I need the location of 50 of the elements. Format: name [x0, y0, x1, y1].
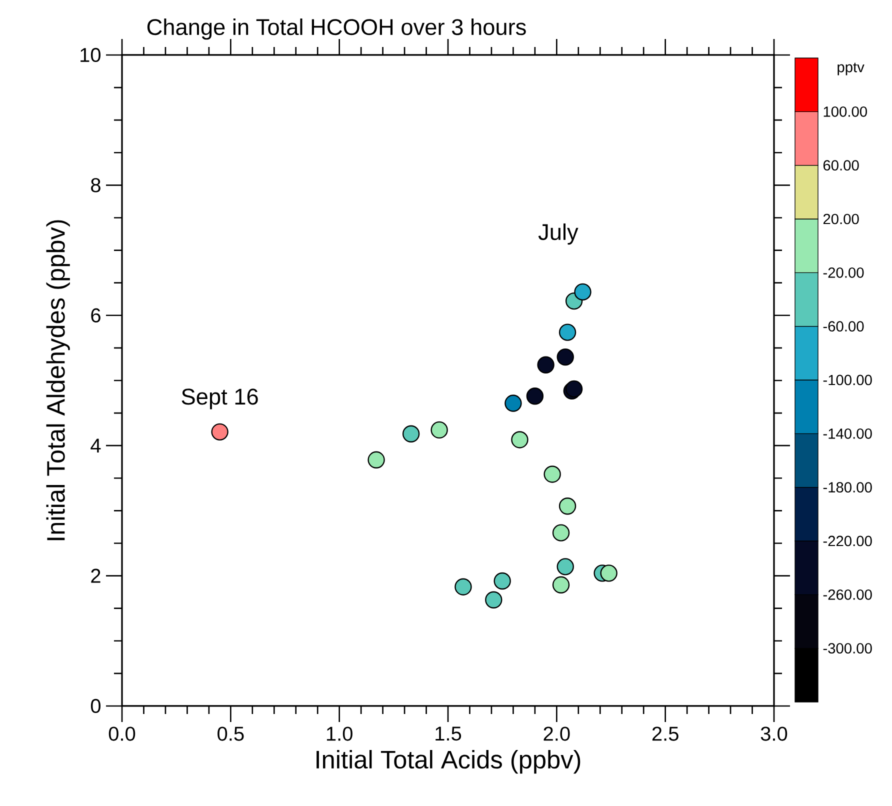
color-bar-label: -140.00 [823, 428, 872, 439]
point [504, 394, 522, 412]
color-bar-title: pptv [838, 62, 864, 76]
color-bar-label: -220.00 [823, 536, 872, 546]
point [552, 524, 570, 542]
chart-title: Change in Total HCOOH over 3 hours [147, 18, 526, 40]
y-tick-label: 0 [90, 698, 100, 714]
x-tick-label: 3.0 [760, 726, 788, 741]
x-tick-label: 0.5 [218, 726, 244, 741]
color-bar-label: -260.00 [823, 589, 872, 600]
point [574, 283, 592, 301]
point [600, 564, 618, 582]
point [558, 324, 576, 341]
point [544, 466, 561, 483]
x-tick-label: 1.0 [326, 726, 352, 741]
y-axis-title: Initial Total Aldehydes (ppbv) [46, 220, 70, 540]
y-tick-label: 2 [91, 568, 100, 583]
color-bar-label: -100.00 [823, 374, 872, 386]
y-tick-label: 8 [91, 178, 100, 192]
x-tick-label: 1.5 [436, 726, 462, 741]
point [552, 576, 570, 594]
x-tick-label: 0.0 [108, 726, 136, 741]
annotation: July [538, 223, 578, 245]
point [511, 431, 528, 448]
point [526, 388, 544, 405]
x-axis-title: Initial Total Acids (ppbv) [316, 750, 580, 774]
color-bar-label: -60.00 [823, 321, 864, 332]
color-bar-label: -180.00 [823, 482, 872, 493]
annotation: Sept 16 [182, 388, 258, 410]
point [556, 348, 574, 366]
point [558, 498, 576, 515]
color-bar-label: -300.00 [823, 643, 872, 654]
point [211, 423, 228, 441]
point [537, 356, 554, 374]
point [485, 591, 502, 608]
color-bar-label: 100.00 [824, 106, 867, 117]
x-tick-label: 2.0 [544, 726, 570, 741]
y-tick-label: 6 [91, 308, 100, 322]
point [556, 558, 574, 576]
y-tick-label: 10 [80, 48, 100, 62]
point [368, 451, 385, 469]
point [402, 425, 420, 442]
point [430, 421, 448, 439]
x-tick-label: 2.5 [652, 726, 678, 741]
point [494, 572, 511, 590]
color-bar-label: 20.00 [823, 214, 859, 224]
color-bar-label: -20.00 [823, 267, 864, 278]
color-bar-label: 60.00 [823, 160, 859, 171]
point [454, 578, 472, 596]
y-tick-label: 4 [90, 438, 101, 452]
